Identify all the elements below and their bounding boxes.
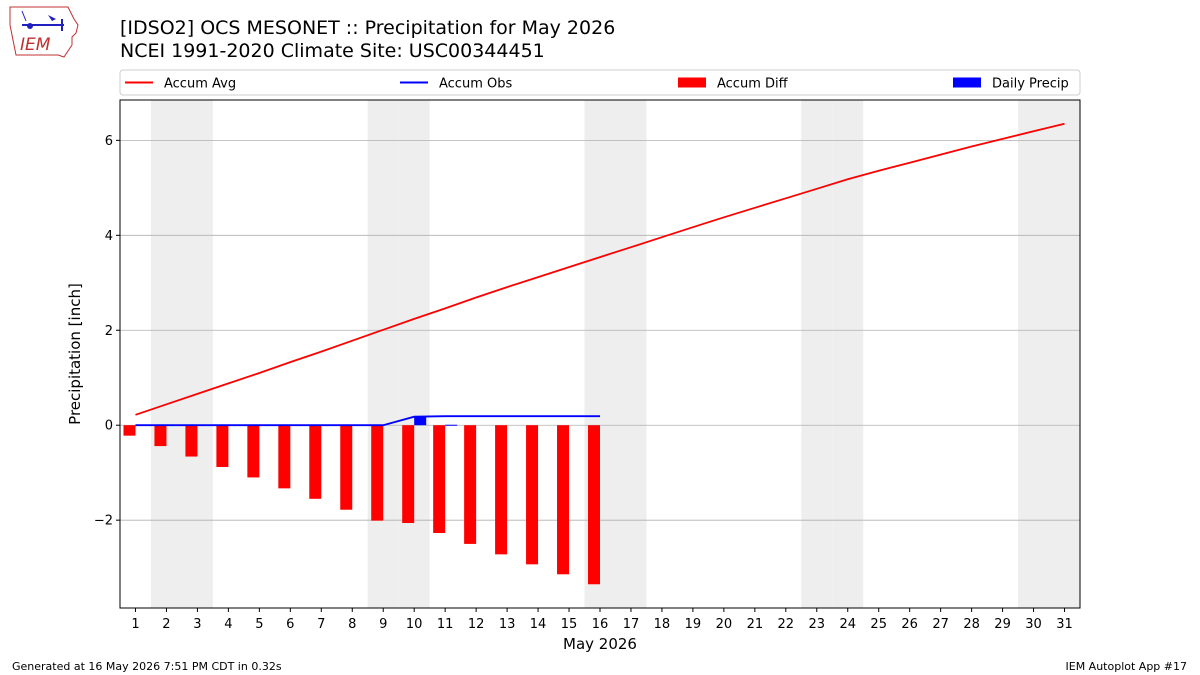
y-tick-label: 2 [105,324,113,339]
y-tick-label: 6 [105,134,113,149]
accum-diff-bar [433,425,446,533]
accum-diff-bar [309,425,322,499]
legend-swatch-bar [953,77,981,88]
accum-diff-bar [154,425,167,447]
legend-label: Accum Avg [164,77,236,92]
y-tick-label: −2 [94,514,113,529]
x-tick-label: 10 [406,617,423,632]
daily-precip-bar [414,416,427,426]
accum-avg-line [135,122,1065,416]
chart-subtitle: NCEI 1991-2020 Climate Site: USC00344451 [120,40,545,62]
x-tick-label: 6 [286,617,294,632]
y-tick-label: 0 [105,419,113,434]
x-tick-label: 22 [778,617,795,632]
x-tick-label: 31 [1056,617,1073,632]
weekend-shade [181,100,213,608]
iem-logo: IEM [8,5,80,59]
y-axis-label: Precipitation [inch] [66,283,84,425]
accum-diff-bar [216,425,229,467]
legend-label: Daily Precip [992,77,1069,92]
x-tick-label: 30 [1025,617,1042,632]
x-axis-label: May 2026 [563,635,637,653]
x-tick-label: 21 [747,617,764,632]
accum-diff-bar [185,425,198,457]
weekend-shade [615,100,647,608]
weekend-shade [1018,100,1050,608]
x-tick-label: 1 [131,617,139,632]
x-tick-label: 29 [994,617,1011,632]
accum-diff-bar [340,425,353,510]
logo-text: IEM [20,35,51,55]
x-tick-label: 27 [932,617,949,632]
iowa-state-outline-icon: IEM [9,6,79,58]
weekend-shade [832,100,864,608]
daily-precip-bar [445,424,458,426]
x-tick-label: 24 [839,617,856,632]
x-tick-label: 4 [224,617,232,632]
x-tick-label: 12 [468,617,485,632]
weekend-shade [801,100,833,608]
x-tick-label: 13 [499,617,516,632]
legend-label: Accum Obs [439,77,512,92]
x-tick-label: 16 [592,617,609,632]
x-tick-label: 7 [317,617,325,632]
accum-diff-bar [278,425,291,489]
accum-obs-line [135,415,600,427]
accum-diff-bar [557,425,570,575]
x-tick-label: 3 [193,617,201,632]
x-tick-label: 26 [901,617,918,632]
weekend-shade [367,100,399,608]
x-tick-label: 8 [348,617,356,632]
accum-diff-bar [371,425,384,521]
x-tick-label: 9 [379,617,387,632]
accum-diff-bar [464,425,477,544]
accum-diff-bar [123,425,136,436]
x-tick-label: 2 [162,617,170,632]
x-tick-label: 20 [716,617,733,632]
x-tick-label: 28 [963,617,980,632]
accum-diff-bar [495,425,508,555]
x-tick-label: 11 [437,617,454,632]
x-tick-label: 23 [809,617,826,632]
y-tick-label: 4 [105,229,113,244]
generated-timestamp: Generated at 16 May 2026 7:51 PM CDT in … [12,660,282,673]
chart-title: [IDSO2] OCS MESONET :: Precipitation for… [120,17,616,39]
app-credit: IEM Autoplot App #17 [1065,660,1188,673]
legend-swatch-bar [678,77,706,88]
x-tick-label: 19 [685,617,702,632]
accum-diff-bar [526,425,539,565]
x-tick-label: 14 [530,617,547,632]
accum-diff-bar [247,425,260,478]
x-tick-label: 25 [870,617,887,632]
x-tick-label: 18 [654,617,671,632]
accum-diff-bar [588,425,600,585]
weekend-shade [398,100,430,608]
weekend-shade [1049,100,1080,608]
legend-box [119,69,1081,96]
legend-label: Accum Diff [717,77,789,92]
x-tick-label: 15 [561,617,578,632]
x-tick-label: 5 [255,617,263,632]
x-tick-label: 17 [623,617,640,632]
weekend-shade [150,100,182,608]
accum-diff-bar [402,425,415,524]
